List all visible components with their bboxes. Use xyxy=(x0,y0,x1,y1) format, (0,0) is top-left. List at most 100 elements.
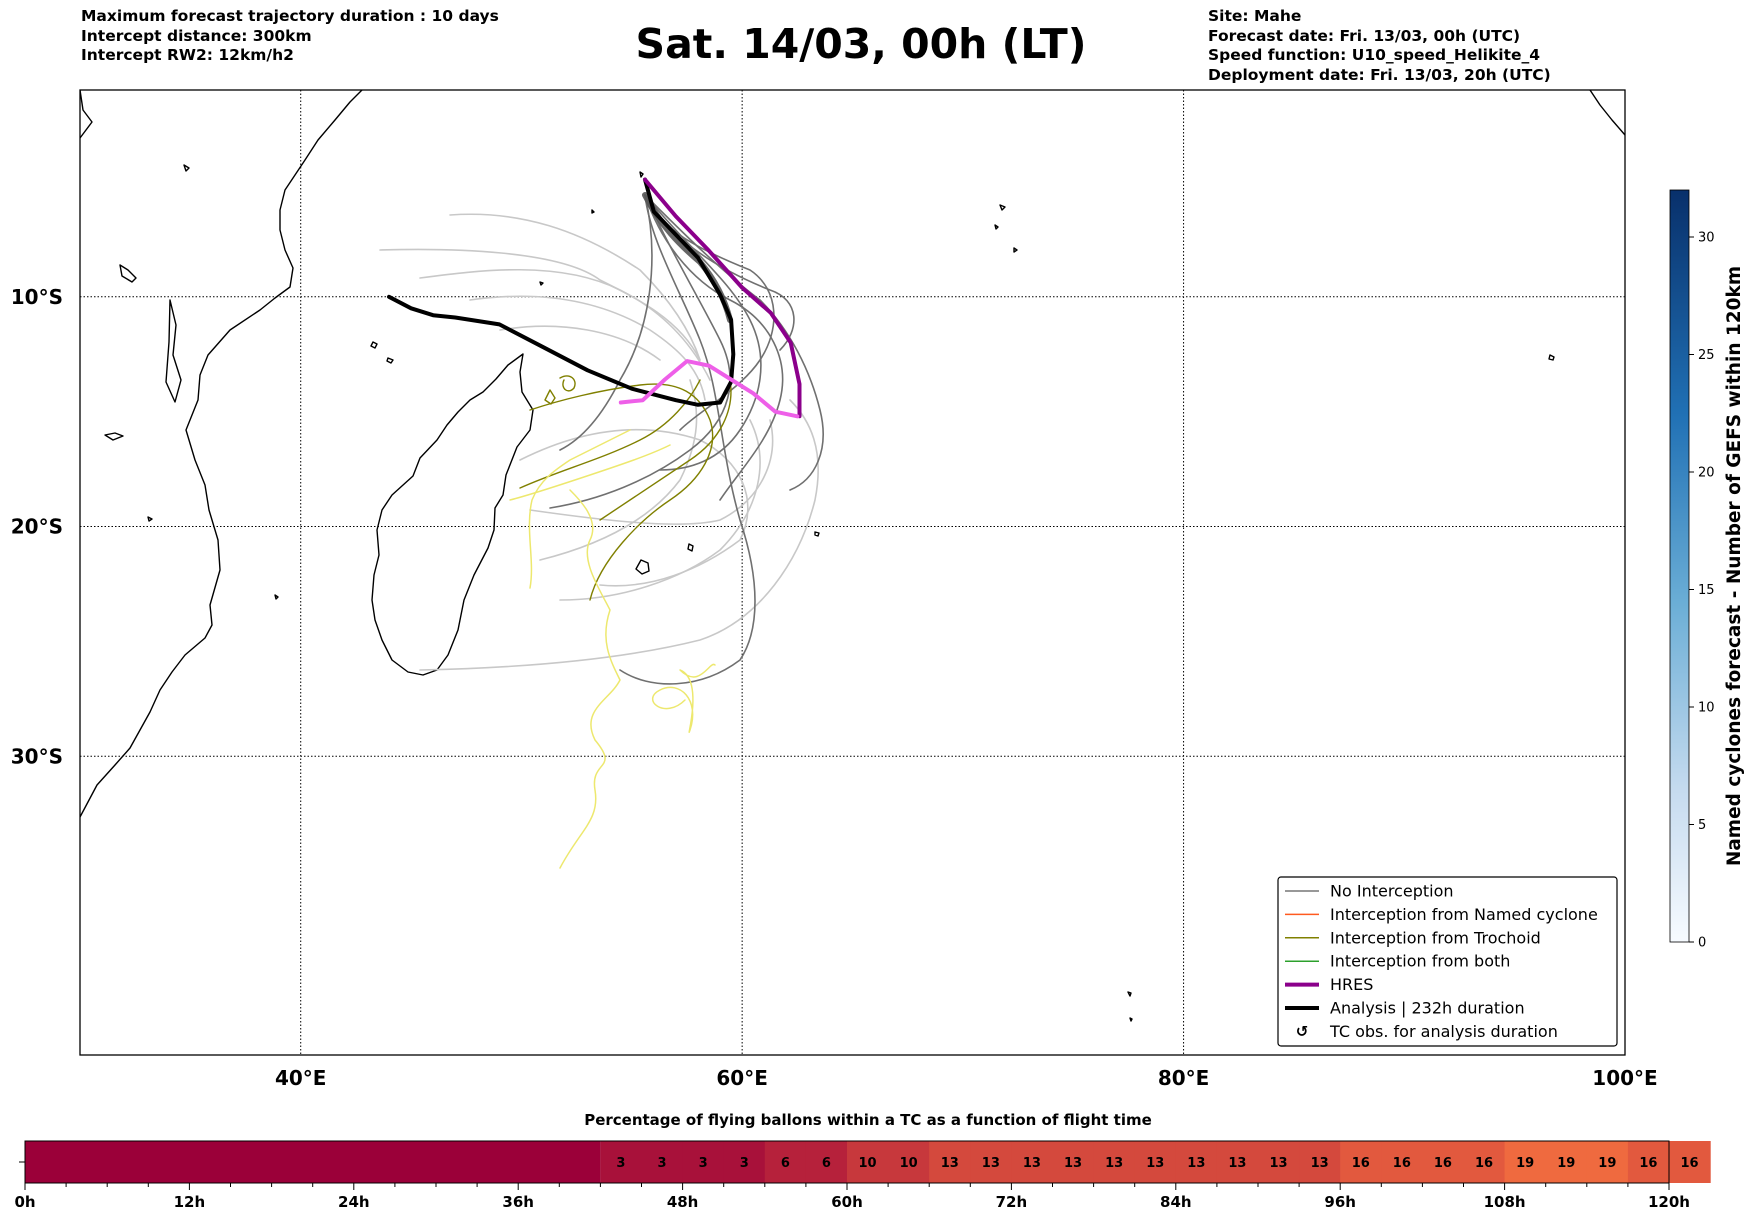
legend-label: Interception from Trochoid xyxy=(1330,928,1541,947)
heatbar-cell-label: 16 xyxy=(1393,1156,1411,1171)
x-tick-label: 60°E xyxy=(716,1066,768,1090)
colorbar-tick-label: 10 xyxy=(1698,701,1715,716)
map-frame xyxy=(79,89,1626,1056)
heatbar-cell-label: 10 xyxy=(859,1156,877,1171)
mauritius-island xyxy=(687,543,694,552)
run-metadata: Site: Mahe Forecast date: Fri. 13/03, 00… xyxy=(1208,7,1551,85)
colorbar-tick-label: 15 xyxy=(1698,583,1715,598)
heatbar-cell-label: 13 xyxy=(1311,1156,1329,1171)
rodrigues-island xyxy=(814,531,820,537)
heatbar-cell xyxy=(1134,1141,1177,1183)
y-tick-label: 30°S xyxy=(11,744,63,768)
cocos-islands xyxy=(1548,354,1555,361)
heatbar-cell-label: 13 xyxy=(1023,1156,1041,1171)
cyclone-symbol-icon: ↺ xyxy=(1296,1022,1309,1040)
colorbar-tick-label: 20 xyxy=(1698,466,1715,481)
heatbar-cell xyxy=(1586,1141,1629,1183)
heatbar-cell xyxy=(888,1141,930,1183)
heatbar-cell-label: 16 xyxy=(1352,1156,1370,1171)
heatbar-tick-label: 96h xyxy=(1324,1193,1356,1211)
x-tick-label: 80°E xyxy=(1158,1066,1210,1090)
colorbar-label: Named cyclones forecast - Number of GEFS… xyxy=(1724,266,1745,866)
heatbar-cell-label: 19 xyxy=(1598,1156,1616,1171)
trochoid-track xyxy=(544,375,576,405)
heatbar-cell xyxy=(970,1141,1012,1183)
yellow-track xyxy=(528,429,631,589)
heatbar-cell-label: 6 xyxy=(781,1156,790,1171)
heatbar-cell xyxy=(1052,1141,1095,1183)
heatbar-tick-label: 108h xyxy=(1484,1193,1526,1211)
heatbar-tick-label: 12h xyxy=(174,1193,206,1211)
param-max-duration: Maximum forecast trajectory duration : 1… xyxy=(81,7,499,25)
africa-coastline xyxy=(80,90,363,818)
highlight-tracks xyxy=(387,177,802,419)
meta-deployment-date: Deployment date: Fri. 13/03, 20h (UTC) xyxy=(1208,65,1551,84)
heatbar-cell-label: 16 xyxy=(1681,1156,1699,1171)
heatbar-tick-label: 0h xyxy=(14,1193,35,1211)
colorbar: 0 5 10 15 20 25 30 Named cyclones forecast - N… xyxy=(1669,189,1745,951)
heatbar-cell-label: 16 xyxy=(1434,1156,1452,1171)
heatbar-tick-label: 120h xyxy=(1648,1193,1690,1211)
coastlines xyxy=(80,90,1625,1022)
yellow-tracks xyxy=(509,429,716,869)
heatbar-cell xyxy=(847,1141,889,1183)
heatbar-cell-label: 3 xyxy=(699,1156,708,1171)
no-interception-track xyxy=(549,194,731,509)
heatbar-cell xyxy=(1545,1141,1588,1183)
x-tick-label: 40°E xyxy=(275,1066,327,1090)
meta-forecast-date: Forecast date: Fri. 13/03, 00h (UTC) xyxy=(1208,26,1521,45)
heatbar-tick-label: 72h xyxy=(996,1193,1028,1211)
heatbar-cell xyxy=(1093,1141,1136,1183)
legend-label: Interception from both xyxy=(1330,952,1510,971)
ensemble-track xyxy=(419,268,711,381)
heatbar-cell xyxy=(1216,1141,1259,1183)
series-line xyxy=(618,359,800,419)
heatbar-cell-label: 19 xyxy=(1557,1156,1575,1171)
heatbar-cell xyxy=(1011,1141,1054,1183)
heatbar-cells: 3 3 3 3 6 6 10 10 13 13 13 13 13 13 13 13 13 13 16 16 16 16 19… xyxy=(25,1141,1711,1183)
heatbar-cell-label: 13 xyxy=(1064,1156,1082,1171)
heatbar-cell xyxy=(682,1141,725,1183)
trochoid-track xyxy=(529,383,714,601)
legend-label: No Interception xyxy=(1330,882,1454,901)
no-interception-track xyxy=(644,194,762,471)
meta-site: Site: Mahe xyxy=(1208,7,1302,25)
chart-title: Sat. 14/03, 00h (LT) xyxy=(635,20,1087,68)
colorbar-tick-label: 30 xyxy=(1698,231,1715,246)
heatbar-cell xyxy=(1340,1141,1382,1183)
somalia-coastline xyxy=(80,90,93,139)
heatbar-cell-label: 16 xyxy=(1639,1156,1657,1171)
run-parameters: Maximum forecast trajectory duration : 1… xyxy=(81,7,499,66)
ensemble-track xyxy=(419,399,819,671)
ensemble-track xyxy=(449,213,701,361)
heatbar-tick-label: 84h xyxy=(1160,1193,1192,1211)
heatbar-cell xyxy=(1258,1141,1300,1183)
heatbar-cell xyxy=(1381,1141,1423,1183)
heatbar-cell xyxy=(1175,1141,1218,1183)
heatbar-zero-cell xyxy=(25,1141,601,1183)
heatbar-cell-label: 13 xyxy=(941,1156,959,1171)
legend-label: HRES xyxy=(1330,975,1373,994)
chagos-islands xyxy=(994,204,1018,253)
heatbar-cell xyxy=(723,1141,766,1183)
heatbar-cell xyxy=(929,1141,971,1183)
param-intercept-rw2: Intercept RW2: 12km/h2 xyxy=(81,46,294,64)
map-legend: No Interception Interception from Named c… xyxy=(1277,876,1618,1047)
colorbar-tick-label: 0 xyxy=(1698,936,1706,951)
heatbar-cell-label: 19 xyxy=(1516,1156,1534,1171)
yellow-track xyxy=(652,663,716,733)
heatbar-cell-label: 6 xyxy=(822,1156,831,1171)
heatbar-cell xyxy=(1669,1141,1711,1183)
heatbar-cell xyxy=(641,1141,684,1183)
heatbar-cell-label: 10 xyxy=(900,1156,918,1171)
yellow-track xyxy=(509,444,671,501)
tanzania-lake xyxy=(165,299,182,403)
no-interception-track xyxy=(559,194,653,451)
heatbar-tick-label: 60h xyxy=(831,1193,863,1211)
madagascar-coastline xyxy=(371,353,534,676)
map-axis-ticks: 40°E 60°E 80°E 100°E 10°S 20°S 30°S xyxy=(11,285,1658,1090)
reunion-island xyxy=(635,559,650,575)
trajectory-tracks xyxy=(379,192,824,869)
